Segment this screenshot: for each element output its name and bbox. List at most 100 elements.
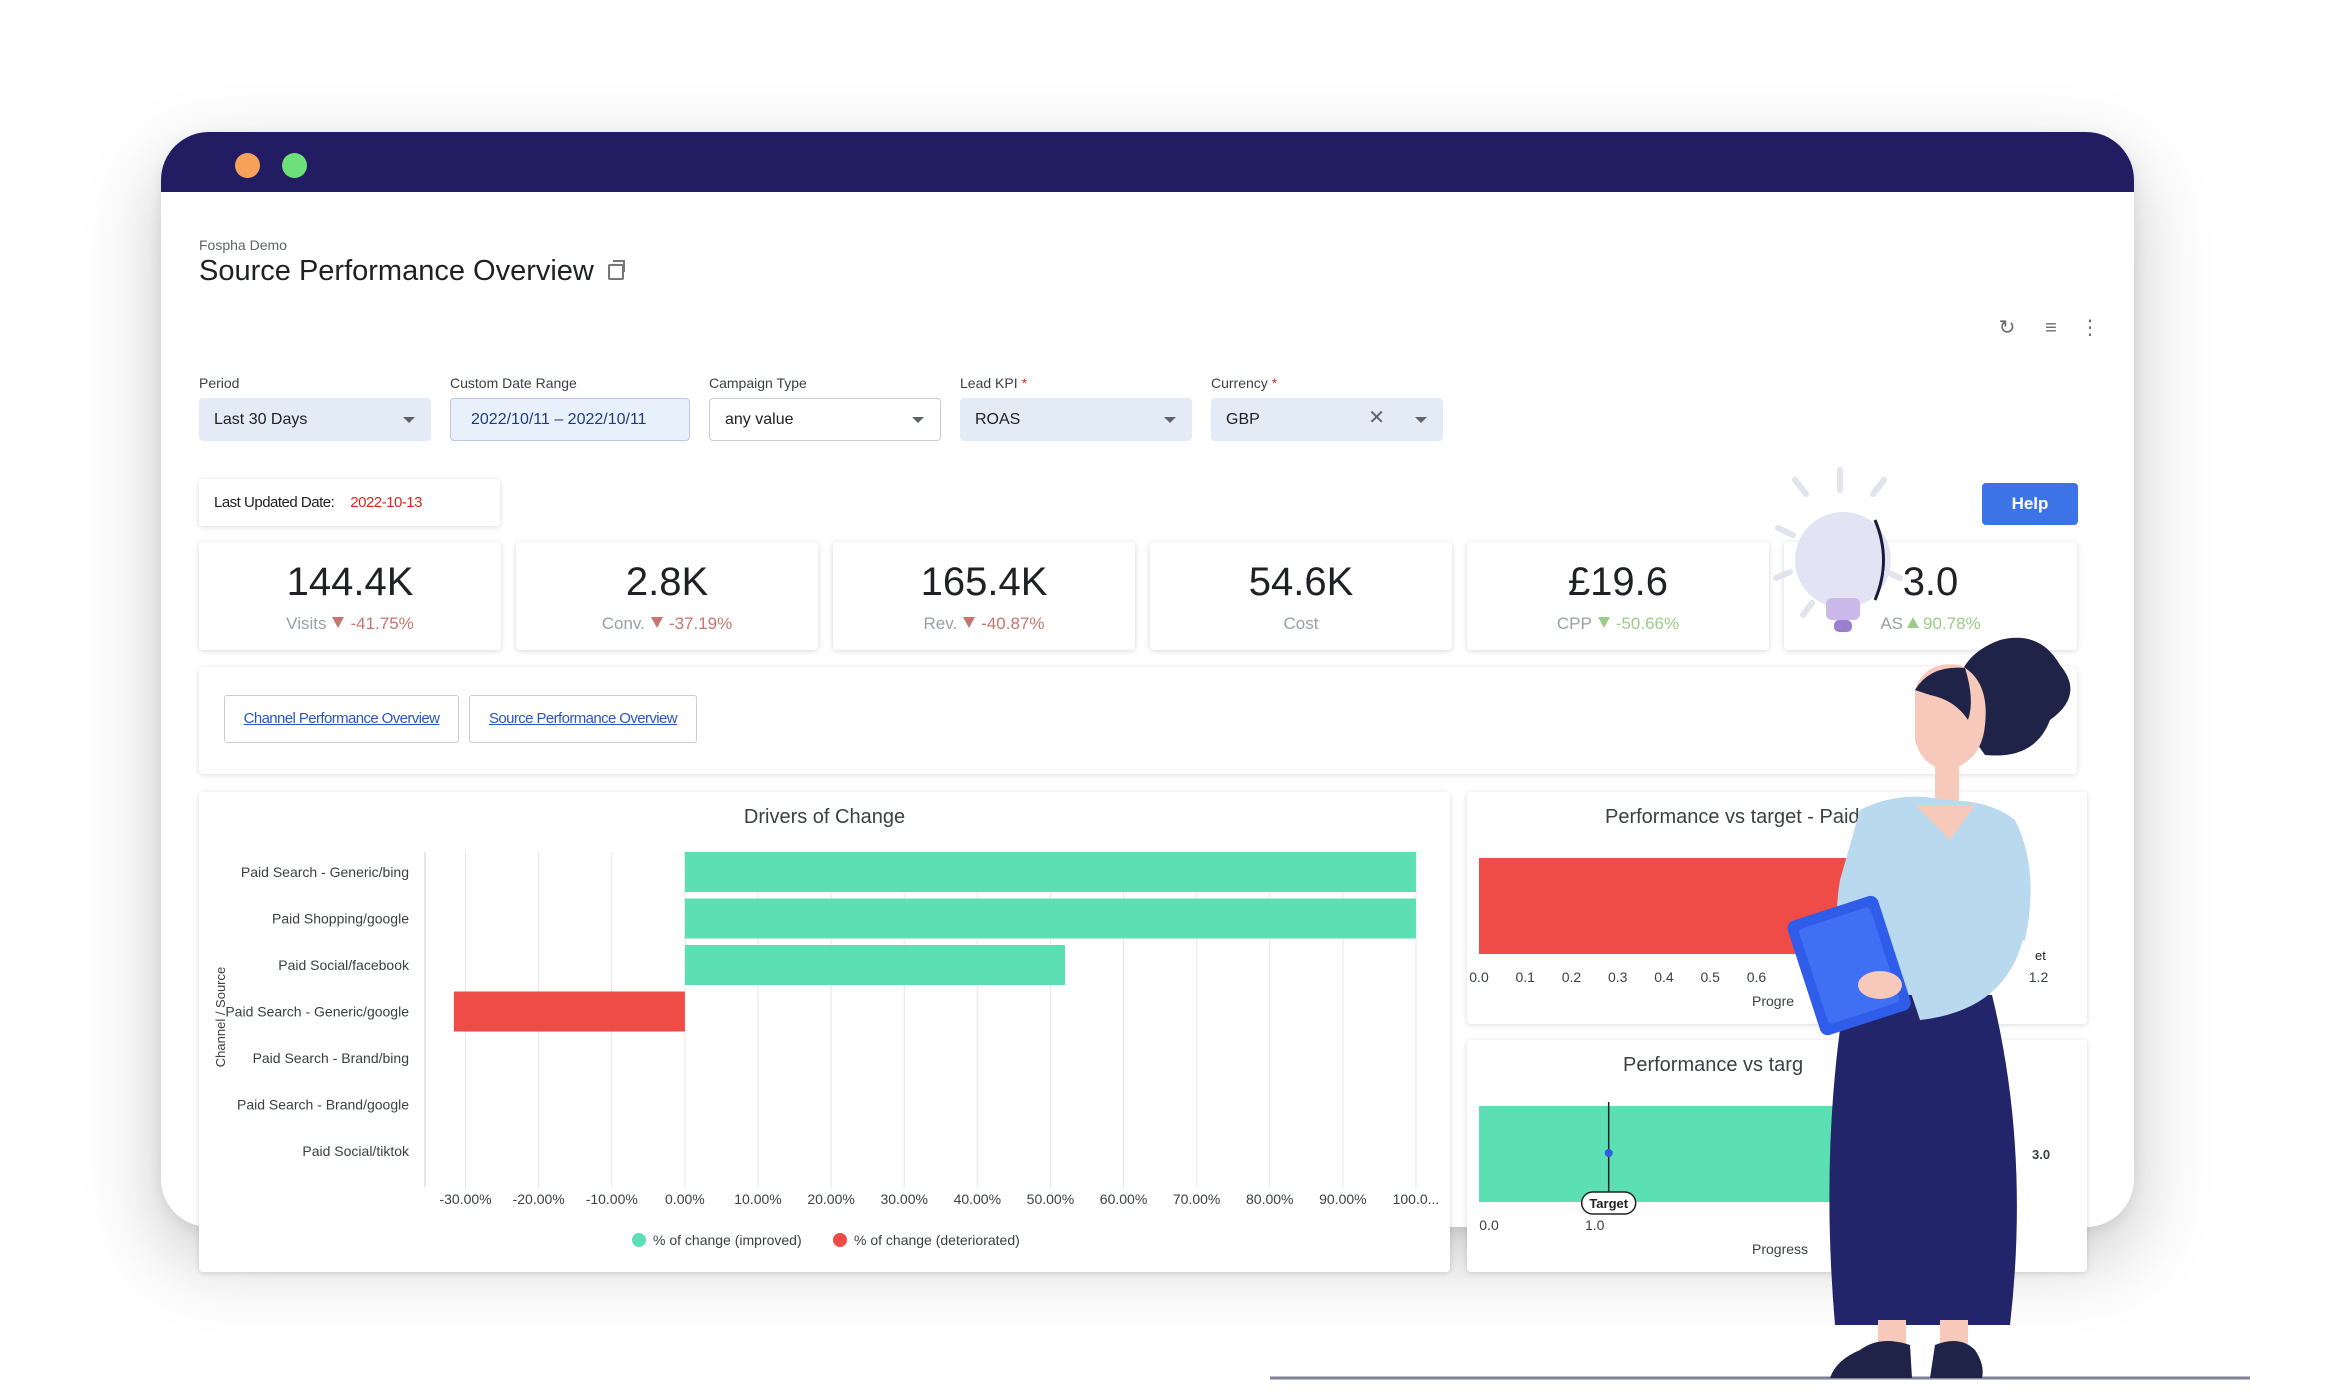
page-title: Source Performance Overview (199, 255, 594, 287)
lead-kpi-label: Lead KPI * (960, 375, 1028, 391)
legend-label-deteriorated: % of change (deteriorated) (854, 1232, 1020, 1248)
chart-title: Performance vs targ (1623, 1054, 1804, 1076)
help-button[interactable]: Help (1982, 483, 2078, 525)
period-value: Last 30 Days (214, 411, 308, 428)
lead-kpi-select[interactable]: ROAS (960, 398, 1192, 441)
custom-date-range-value: 2022/10/11 – 2022/10/11 (471, 411, 647, 428)
y-tick-label: Paid Search - Generic/bing (241, 864, 409, 880)
chevron-down-icon (912, 417, 924, 423)
chevron-down-icon (403, 417, 415, 423)
campaign-type-value: any value (725, 411, 794, 428)
x-tick-label: 90.00% (1319, 1191, 1366, 1207)
x-tick-label: 70.00% (1173, 1191, 1220, 1207)
x-tick-label: 1.0 (1585, 1217, 1605, 1233)
clear-icon[interactable]: ✕ (1368, 407, 1385, 429)
custom-date-range-filter: Custom Date Range 2022/10/11 – 2022/10/1… (450, 375, 690, 441)
bar-improved[interactable] (684, 898, 1416, 939)
target-label: Target (1589, 1196, 1628, 1211)
kpi-card-cost: 54.6K Cost (1150, 542, 1452, 650)
x-tick-label: 0.1 (1516, 969, 1536, 985)
y-axis-label: Channel / Source (213, 967, 228, 1067)
target-badge (1580, 1191, 1637, 1215)
x-tick-label: 80.00% (1246, 1191, 1293, 1207)
chevron-down-icon (1415, 417, 1427, 423)
x-tick-label: 0.0 (1479, 1217, 1499, 1233)
kpi-value: 144.4K (286, 560, 414, 604)
kpi-label: CPP (1556, 614, 1592, 633)
y-tick-label: Paid Social/facebook (278, 957, 410, 973)
x-tick-label: 20.00% (807, 1191, 854, 1207)
currency-select[interactable]: GBP ✕ (1211, 398, 1443, 441)
filter-icon[interactable]: ≡ (2045, 317, 2057, 339)
last-updated-box: Last Updated Date: 2022-10-13 (199, 479, 500, 526)
window-titlebar (161, 132, 2134, 192)
lead-kpi-filter: Lead KPI * ROAS (960, 375, 1192, 441)
performance-vs-target-paid-card: Performance vs target - Paid M 0.0 0.1 0.2… (1467, 792, 2087, 1024)
trend-up-icon (1907, 617, 1919, 628)
x-tick-label: 0 (1836, 969, 1844, 985)
kpi-change: -40.87% (981, 614, 1045, 633)
trend-down-icon (650, 617, 663, 628)
kpi-value: 165.4K (920, 560, 1048, 604)
breadcrumb[interactable]: Fospha Demo (199, 237, 287, 253)
campaign-type-filter: Campaign Type any value (709, 375, 941, 441)
period-select[interactable]: Last 30 Days (199, 398, 431, 441)
campaign-type-select[interactable]: any value (709, 398, 941, 441)
x-tick-label: -20.00% (513, 1191, 565, 1207)
period-filter: Period Last 30 Days (199, 375, 431, 441)
x-tick-label: 0.0 (1469, 969, 1489, 985)
progress-bar[interactable] (1479, 858, 1873, 954)
kpi-label: Conv. (601, 614, 645, 633)
channel-performance-link[interactable]: Channel Performance Overview (224, 695, 459, 743)
lead-kpi-value: ROAS (975, 411, 1021, 428)
x-tick-label: -30.00% (439, 1191, 491, 1207)
refresh-icon[interactable]: ↻ (1998, 317, 2016, 339)
kpi-label: Rev. (923, 614, 958, 633)
minimize-dot[interactable] (235, 153, 260, 178)
period-label: Period (199, 375, 240, 391)
kpi-card-visits: 144.4K Visits -41.75% (199, 542, 501, 650)
source-performance-link[interactable]: Source Performance Overview (469, 695, 697, 743)
currency-filter: Currency * GBP ✕ (1211, 375, 1443, 441)
kpi-card-conversions: 2.8K Conv. -37.19% (516, 542, 818, 650)
bar-improved[interactable] (684, 945, 1066, 985)
kpi-label: Cost (1283, 614, 1319, 633)
x-tick-label: 0.2 (1562, 969, 1582, 985)
custom-date-range-label: Custom Date Range (450, 375, 577, 391)
kpi-change: -41.75% (350, 614, 414, 633)
last-updated-date: 2022-10-13 (350, 494, 422, 511)
kpi-card-revenue: 165.4K Rev. -40.87% (833, 542, 1135, 650)
more-vert-icon[interactable]: ⋮ (2080, 317, 2100, 339)
custom-date-range-input[interactable]: 2022/10/11 – 2022/10/11 (450, 398, 690, 441)
x-axis-label: Progress (1752, 1241, 1808, 1257)
drivers-of-change-chart: -30.00% -20.00% -10.00% 0.00% 10.00% 20.00% 30… (213, 852, 1439, 1248)
currency-label: Currency * (1211, 375, 1278, 391)
bar-deteriorated[interactable] (453, 991, 685, 1032)
kpi-value: 54.6K (1248, 560, 1354, 604)
copy-icon[interactable] (608, 260, 625, 280)
y-tick-label: Paid Shopping/google (272, 911, 409, 927)
last-updated-label: Last Updated Date: (214, 494, 335, 511)
target-marker (1983, 903, 1992, 911)
trend-down-icon (1597, 617, 1610, 628)
campaign-type-label: Campaign Type (709, 375, 807, 391)
x-tick-label: 60.00% (1100, 1191, 1147, 1207)
chart-title: Drivers of Change (743, 806, 906, 828)
x-tick-label: 0.6 (1747, 969, 1767, 985)
kpi-label: AS (1880, 614, 1903, 633)
x-tick-label: 1.2 (2029, 969, 2049, 985)
x-tick-label: -10.00% (586, 1191, 638, 1207)
bar-improved[interactable] (684, 852, 1416, 892)
y-tick-label: Paid Search - Generic/google (225, 1004, 409, 1020)
performance-vs-target-chart-1: 0.0 0.1 0.2 0.3 0.4 0.5 0.6 0 1.2 Progre et (1469, 854, 2049, 1009)
currency-value: GBP (1226, 411, 1260, 428)
y-tick-label: Paid Search - Brand/bing (253, 1050, 409, 1066)
progress-bar[interactable] (1479, 1106, 1989, 1202)
value-label: 3.0 (2032, 1147, 2050, 1162)
x-tick-label: 10.00% (734, 1191, 781, 1207)
kpi-change: 90.78% (1923, 614, 1981, 633)
x-tick-label: 0.4 (1654, 969, 1674, 985)
maximize-dot[interactable] (282, 153, 307, 178)
x-tick-label: 0.00% (665, 1191, 705, 1207)
drivers-of-change-card: Drivers of Change -30.00% -20.00% -10.00% 0… (199, 792, 1450, 1272)
